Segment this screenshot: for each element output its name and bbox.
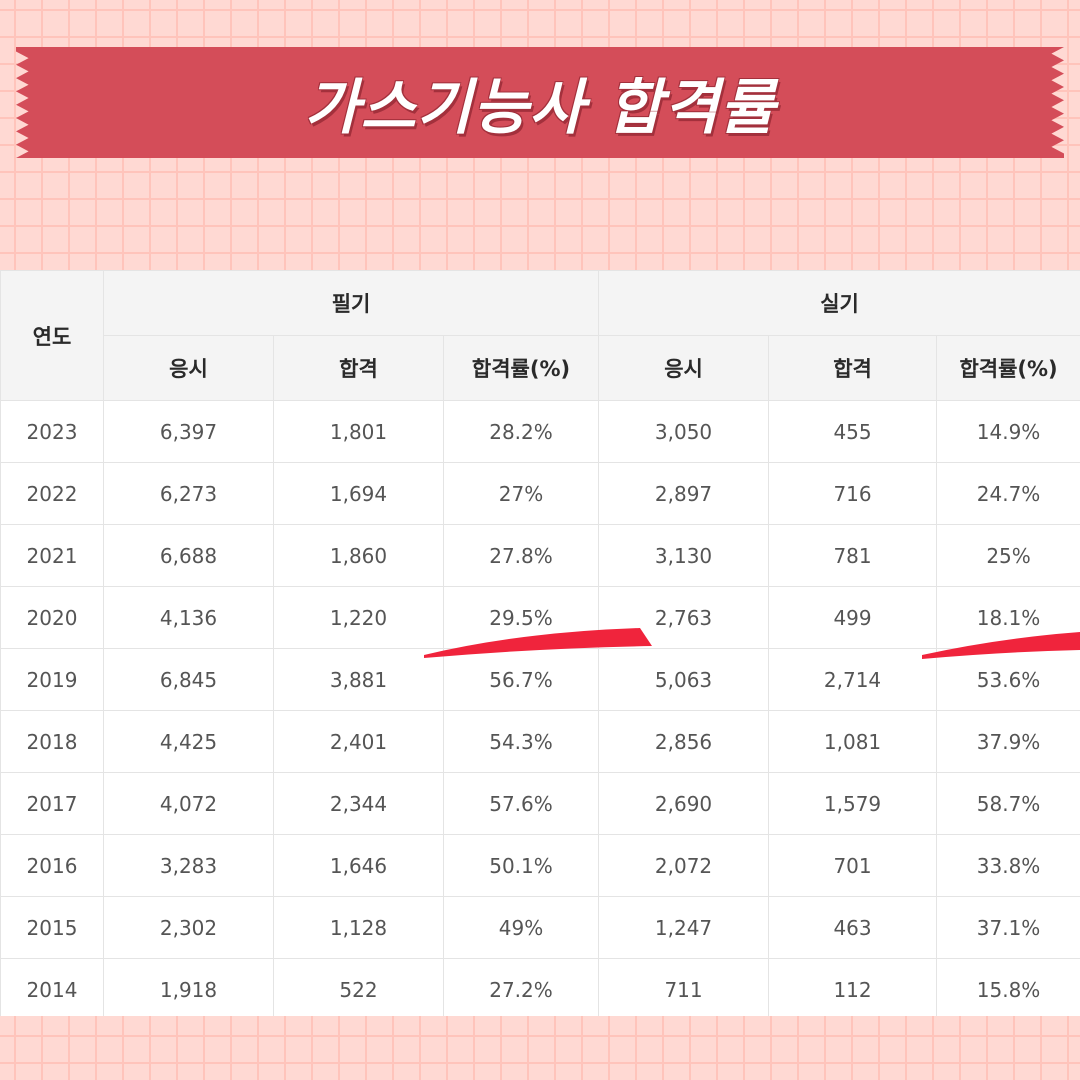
practical-passed-cell: 499 (768, 586, 938, 649)
written-applicants-cell: 2,302 (103, 896, 274, 959)
practical-passed-cell: 463 (768, 896, 938, 959)
practical-pass-rate-header: 합격률(%) (936, 335, 1080, 401)
pass-rate-table-container: 연도 필기 실기 응시 합격 합격률(%) 응시 합격 합격률(%) 2023 … (0, 270, 1080, 1016)
practical-passed-cell: 701 (768, 834, 938, 897)
practical-applicants-header: 응시 (598, 335, 770, 401)
table-row: 2017 4,072 2,344 57.6% 2,690 1,579 58.7% (0, 772, 1080, 835)
written-applicants-header: 응시 (103, 335, 274, 401)
table-row: 2016 3,283 1,646 50.1% 2,072 701 33.8% (0, 834, 1080, 897)
written-passed-cell: 1,128 (273, 896, 444, 959)
year-cell: 2018 (0, 710, 104, 773)
practical-passed-cell: 112 (768, 958, 938, 1016)
written-pass-rate-cell: 29.5% (442, 586, 600, 649)
banner-title: 가스기능사 합격률 (304, 73, 776, 143)
written-pass-rate-cell: 49% (442, 896, 600, 959)
year-cell: 2014 (0, 958, 104, 1016)
table-row: 2020 4,136 1,220 29.5% 2,763 499 18.1% (0, 586, 1080, 649)
written-passed-cell: 2,344 (273, 772, 444, 835)
practical-passed-cell: 781 (768, 524, 938, 587)
practical-passed-cell: 455 (768, 400, 938, 463)
written-passed-cell: 1,860 (273, 524, 444, 587)
written-passed-cell: 2,401 (273, 710, 444, 773)
practical-applicants-cell: 2,897 (598, 462, 770, 525)
practical-passed-cell: 716 (768, 462, 938, 525)
written-pass-rate-cell: 50.1% (442, 834, 600, 897)
practical-pass-rate-cell: 25% (936, 524, 1080, 587)
written-applicants-cell: 6,397 (103, 400, 274, 463)
written-pass-rate-cell: 57.6% (442, 772, 600, 835)
written-pass-rate-header: 합격률(%) (442, 335, 600, 401)
practical-applicants-cell: 2,690 (598, 772, 770, 835)
practical-pass-rate-cell: 14.9% (936, 400, 1080, 463)
written-applicants-cell: 4,072 (103, 772, 274, 835)
written-applicants-cell: 1,918 (103, 958, 274, 1016)
year-header: 연도 (0, 270, 104, 401)
title-banner: 가스기능사 합격률 (16, 47, 1064, 158)
practical-pass-rate-cell: 58.7% (936, 772, 1080, 835)
written-passed-cell: 1,220 (273, 586, 444, 649)
written-pass-rate-cell: 27% (442, 462, 600, 525)
table-row: 2014 1,918 522 27.2% 711 112 15.8% (0, 958, 1080, 1016)
written-applicants-cell: 6,688 (103, 524, 274, 587)
year-cell: 2023 (0, 400, 104, 463)
table-row: 2018 4,425 2,401 54.3% 2,856 1,081 37.9% (0, 710, 1080, 773)
year-cell: 2015 (0, 896, 104, 959)
table-row: 2023 6,397 1,801 28.2% 3,050 455 14.9% (0, 400, 1080, 463)
practical-applicants-cell: 3,130 (598, 524, 770, 587)
practical-pass-rate-cell: 15.8% (936, 958, 1080, 1016)
table-body: 2023 6,397 1,801 28.2% 3,050 455 14.9% 2… (0, 400, 1080, 1016)
year-cell: 2017 (0, 772, 104, 835)
year-cell: 2020 (0, 586, 104, 649)
practical-pass-rate-cell: 37.1% (936, 896, 1080, 959)
year-cell: 2022 (0, 462, 104, 525)
practical-passed-cell: 2,714 (768, 648, 938, 711)
pass-rate-table: 연도 필기 실기 응시 합격 합격률(%) 응시 합격 합격률(%) 2023 … (0, 270, 1080, 1016)
practical-applicants-cell: 2,856 (598, 710, 770, 773)
practical-applicants-cell: 2,763 (598, 586, 770, 649)
practical-passed-header: 합격 (768, 335, 938, 401)
practical-applicants-cell: 711 (598, 958, 770, 1016)
written-passed-cell: 3,881 (273, 648, 444, 711)
practical-pass-rate-cell: 37.9% (936, 710, 1080, 773)
written-passed-cell: 1,646 (273, 834, 444, 897)
practical-pass-rate-cell: 33.8% (936, 834, 1080, 897)
written-applicants-cell: 4,425 (103, 710, 274, 773)
table-row: 2019 6,845 3,881 56.7% 5,063 2,714 53.6% (0, 648, 1080, 711)
written-applicants-cell: 3,283 (103, 834, 274, 897)
written-pass-rate-cell: 54.3% (442, 710, 600, 773)
written-applicants-cell: 6,273 (103, 462, 274, 525)
year-cell: 2021 (0, 524, 104, 587)
practical-applicants-cell: 1,247 (598, 896, 770, 959)
table-row: 2015 2,302 1,128 49% 1,247 463 37.1% (0, 896, 1080, 959)
written-passed-header: 합격 (273, 335, 444, 401)
written-applicants-cell: 4,136 (103, 586, 274, 649)
written-passed-cell: 1,801 (273, 400, 444, 463)
written-passed-cell: 1,694 (273, 462, 444, 525)
year-cell: 2016 (0, 834, 104, 897)
table-row: 2022 6,273 1,694 27% 2,897 716 24.7% (0, 462, 1080, 525)
practical-passed-cell: 1,579 (768, 772, 938, 835)
table-row: 2021 6,688 1,860 27.8% 3,130 781 25% (0, 524, 1080, 587)
practical-applicants-cell: 2,072 (598, 834, 770, 897)
practical-applicants-cell: 5,063 (598, 648, 770, 711)
practical-pass-rate-cell: 53.6% (936, 648, 1080, 711)
written-pass-rate-cell: 28.2% (442, 400, 600, 463)
written-passed-cell: 522 (273, 958, 444, 1016)
written-pass-rate-cell: 27.2% (442, 958, 600, 1016)
practical-pass-rate-cell: 18.1% (936, 586, 1080, 649)
practical-exam-header: 실기 (598, 270, 1080, 336)
written-applicants-cell: 6,845 (103, 648, 274, 711)
practical-applicants-cell: 3,050 (598, 400, 770, 463)
year-cell: 2019 (0, 648, 104, 711)
written-pass-rate-cell: 56.7% (442, 648, 600, 711)
practical-passed-cell: 1,081 (768, 710, 938, 773)
written-exam-header: 필기 (102, 270, 600, 336)
written-pass-rate-cell: 27.8% (442, 524, 600, 587)
practical-pass-rate-cell: 24.7% (936, 462, 1080, 525)
